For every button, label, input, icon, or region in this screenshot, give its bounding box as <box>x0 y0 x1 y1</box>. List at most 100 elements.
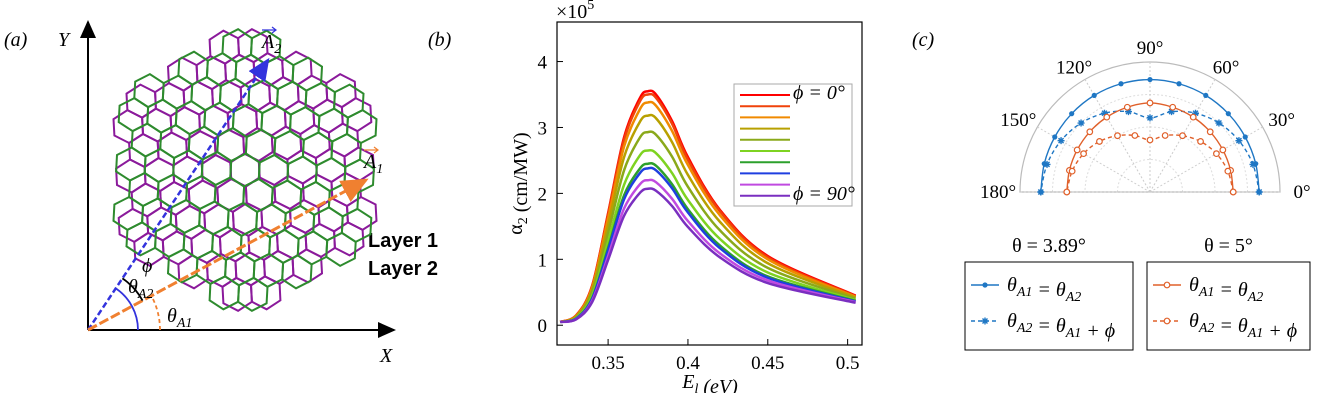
x-axis-label: X <box>379 345 393 367</box>
marker <box>1176 81 1182 87</box>
subscript: A1 <box>1065 326 1082 341</box>
marker <box>1118 81 1124 87</box>
angle-label: θA1 <box>167 305 192 331</box>
marker <box>1073 146 1081 154</box>
marker <box>1213 150 1220 158</box>
line <box>559 187 856 324</box>
x-tick-label: 0.45 <box>751 353 784 374</box>
marker <box>1103 113 1111 121</box>
marker <box>1242 134 1248 140</box>
plot-frame <box>556 21 863 346</box>
panel-label: (b) <box>428 29 452 51</box>
subscript: l <box>694 382 698 393</box>
marker <box>1197 138 1204 145</box>
marker <box>1229 188 1237 196</box>
panel-label: (c) <box>912 29 935 51</box>
text-part: ×10 <box>556 1 587 23</box>
polar-ring <box>1117 159 1183 193</box>
marker <box>1168 108 1176 116</box>
text-part: = θ <box>1032 279 1065 301</box>
subscript: A2 <box>137 287 154 302</box>
hexagon <box>237 276 269 312</box>
text-part: θ <box>1189 310 1199 332</box>
hexagon <box>221 276 253 312</box>
angle-label: ϕ <box>142 255 152 277</box>
subscript: A2 <box>1198 321 1215 336</box>
theta-tick-label: 180° <box>980 182 1016 203</box>
marker <box>1114 132 1121 140</box>
marker <box>1101 109 1108 117</box>
y-tick-label: 2 <box>538 184 548 205</box>
layer-label: Layer 2 <box>368 258 438 280</box>
marker <box>1161 132 1169 139</box>
axis-multiplier: ×105 <box>556 0 594 23</box>
marker <box>1225 111 1231 117</box>
subscript: A2 <box>1065 290 1082 305</box>
marker <box>1192 109 1199 117</box>
legend-label: θA2 = θA1 + ϕ <box>1007 310 1115 342</box>
y-tick-label: 3 <box>538 118 548 139</box>
legend-marker-star <box>981 317 989 325</box>
legend-box <box>1146 261 1311 351</box>
legend-title: θ = 3.89° <box>1012 235 1086 257</box>
theta-tick-label: 60° <box>1213 57 1240 78</box>
theta-tick-label: 0° <box>1293 182 1310 203</box>
legend-marker-circle <box>1163 281 1171 289</box>
legend-marker <box>1163 281 1171 289</box>
hexagon <box>333 221 365 257</box>
text-part: E <box>681 371 694 393</box>
legend-box <box>733 83 853 207</box>
text-part: A <box>362 151 377 173</box>
legend-marker <box>981 317 989 325</box>
marker <box>1123 103 1131 111</box>
hexagon <box>112 108 145 145</box>
text-part: = θ <box>1214 279 1247 301</box>
hexagon <box>325 231 357 268</box>
subscript: A2 <box>1247 290 1264 305</box>
marker <box>1146 136 1154 144</box>
x-tick-label: 0.4 <box>676 353 700 374</box>
marker <box>1169 103 1177 111</box>
subscript: 2 <box>516 217 531 224</box>
legend-label: θA1 = θA2 <box>1007 274 1081 305</box>
x-tick-label: 0.5 <box>836 353 860 374</box>
marker <box>1147 76 1153 83</box>
text-part: θ <box>1007 310 1017 332</box>
legend-marker-circle <box>1163 317 1171 325</box>
theta-tick-label: 30° <box>1268 110 1295 131</box>
layer-label: Layer 1 <box>368 230 438 252</box>
marker <box>1146 99 1154 107</box>
superscript: 5 <box>587 0 594 13</box>
y-tick-label: 0 <box>538 316 548 337</box>
marker <box>1215 119 1223 127</box>
marker <box>1206 128 1214 136</box>
marker <box>1057 137 1065 145</box>
angle-arc <box>150 295 161 331</box>
vector-a2 <box>86 57 270 331</box>
vector-a2-label: A2 <box>260 31 281 57</box>
marker <box>1124 108 1132 116</box>
vector-a1-label: A1 <box>362 151 383 177</box>
vector-a1 <box>87 178 369 332</box>
marker <box>1068 167 1076 175</box>
marker <box>1096 138 1103 145</box>
text-part: = θ <box>1032 315 1065 337</box>
hexagon <box>249 275 282 311</box>
polar-frame <box>1019 61 1281 193</box>
marker <box>1219 146 1227 154</box>
text-part: θ <box>1189 274 1199 296</box>
text-part: θ <box>1007 274 1017 296</box>
polar-series <box>1037 108 1263 196</box>
lattice-layer <box>112 28 378 312</box>
angle-arc <box>121 277 144 301</box>
marker <box>1037 188 1045 196</box>
x-tick-label: 0.35 <box>591 353 624 374</box>
legend-marker <box>982 282 988 288</box>
legend-label: θA1 = θA2 <box>1189 274 1263 305</box>
marker <box>1189 113 1197 121</box>
subscript: 2 <box>274 42 281 57</box>
y-tick-label: 4 <box>538 53 548 74</box>
hexagon <box>345 108 378 145</box>
marker <box>1235 137 1243 145</box>
